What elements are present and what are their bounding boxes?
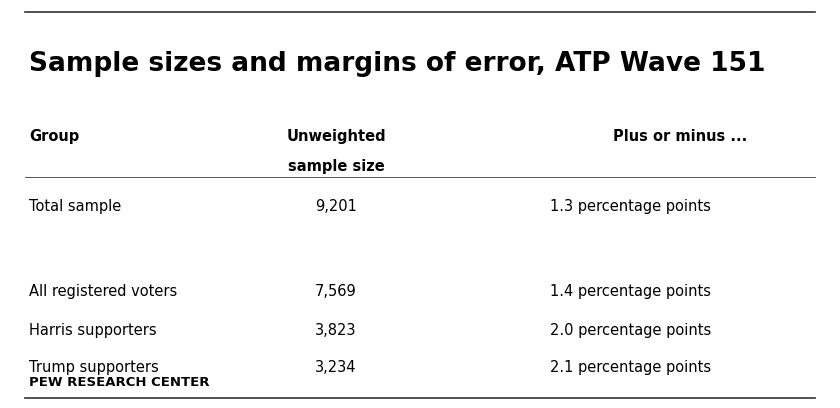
- Text: 2.0 percentage points: 2.0 percentage points: [550, 323, 711, 338]
- Text: Total sample: Total sample: [29, 199, 122, 213]
- Text: Sample sizes and margins of error, ATP Wave 151: Sample sizes and margins of error, ATP W…: [29, 51, 766, 77]
- Text: 7,569: 7,569: [315, 284, 357, 299]
- Text: 1.3 percentage points: 1.3 percentage points: [550, 199, 711, 213]
- Text: Trump supporters: Trump supporters: [29, 360, 159, 375]
- Text: 1.4 percentage points: 1.4 percentage points: [550, 284, 711, 299]
- Text: Group: Group: [29, 129, 80, 144]
- Text: Plus or minus ...: Plus or minus ...: [613, 129, 748, 144]
- Text: 3,234: 3,234: [315, 360, 357, 375]
- Text: 3,823: 3,823: [315, 323, 357, 338]
- Text: Harris supporters: Harris supporters: [29, 323, 157, 338]
- Text: sample size: sample size: [287, 159, 385, 174]
- Text: 9,201: 9,201: [315, 199, 357, 213]
- Text: PEW RESEARCH CENTER: PEW RESEARCH CENTER: [29, 376, 210, 389]
- Text: Unweighted: Unweighted: [286, 129, 386, 144]
- Text: 2.1 percentage points: 2.1 percentage points: [550, 360, 711, 375]
- Text: All registered voters: All registered voters: [29, 284, 177, 299]
